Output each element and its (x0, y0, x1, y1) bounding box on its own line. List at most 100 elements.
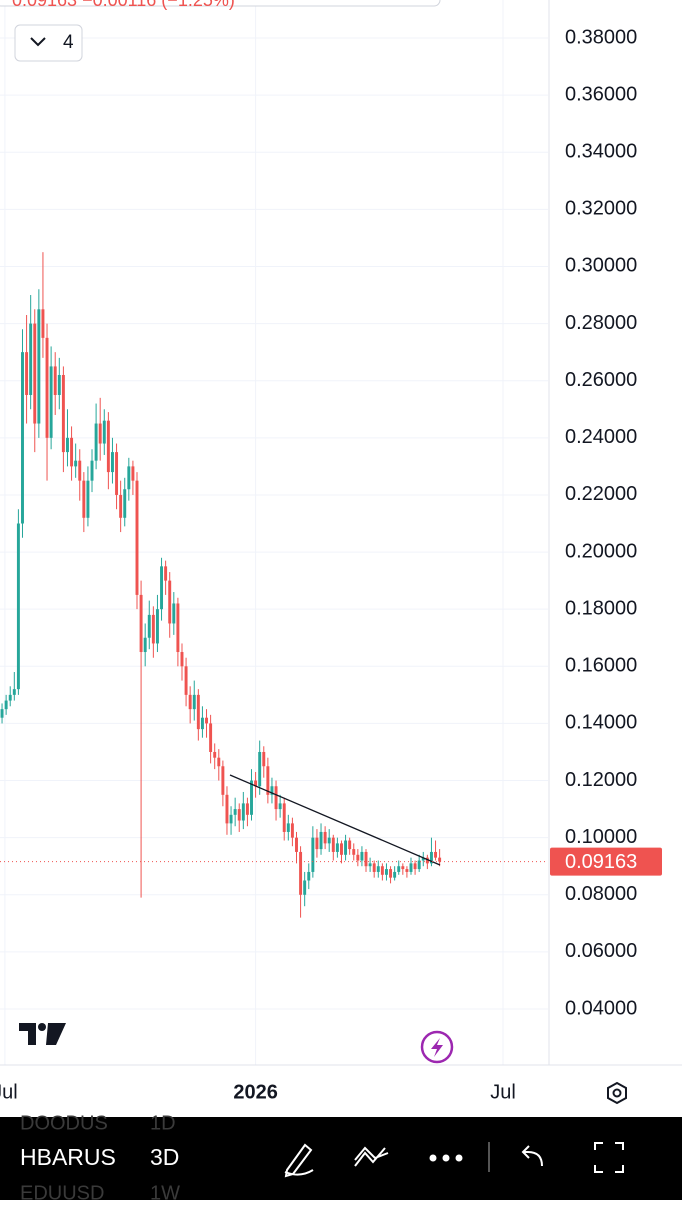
candle-body (323, 831, 327, 844)
candle-body (331, 837, 335, 852)
candle-body (180, 652, 184, 667)
prev-interval[interactable]: 1D (150, 1112, 176, 1134)
candle-body (29, 323, 33, 395)
last-price-label: 0.09163 (565, 851, 637, 873)
candle-body (127, 466, 131, 490)
y-tick-label: 0.06000 (565, 940, 637, 962)
candle-body (384, 869, 388, 875)
candle-body (61, 374, 65, 453)
candle-body (311, 837, 315, 872)
y-tick-label: 0.28000 (565, 312, 637, 334)
candle-body (123, 489, 127, 518)
y-tick-label: 0.32000 (565, 198, 637, 220)
y-tick-label: 0.12000 (565, 769, 637, 791)
candle-body (307, 871, 311, 881)
candle-body (425, 857, 429, 864)
candle-body (352, 849, 356, 855)
candle-body (286, 823, 290, 832)
y-tick-label: 0.04000 (565, 997, 637, 1019)
candle-body (151, 614, 155, 644)
candle-body (192, 694, 196, 710)
undo-button[interactable] (521, 1145, 543, 1167)
candle-body (110, 452, 114, 473)
candle-body (16, 523, 20, 690)
indicators-button[interactable] (354, 1146, 389, 1167)
x-tick-label: Jul (0, 1081, 18, 1103)
lightning-button[interactable] (420, 1030, 454, 1064)
candle-body (225, 794, 229, 824)
candle-body (78, 460, 82, 481)
candle-body (303, 880, 307, 895)
candle-body (389, 869, 393, 878)
y-tick-label: 0.26000 (565, 369, 637, 391)
candle-body (401, 866, 405, 870)
candle-body (102, 420, 106, 444)
candle-body (8, 694, 12, 701)
candle-body (213, 751, 217, 758)
candle-body (270, 786, 274, 795)
draw-button[interactable] (284, 1143, 314, 1178)
candle-body (278, 803, 282, 810)
candle-body (70, 437, 74, 467)
candle-body (131, 466, 135, 481)
header-price: 0.09163 −0.00116 (−1.25%) (12, 0, 235, 10)
candle-body (12, 689, 16, 695)
candle-body (74, 460, 78, 467)
candle-body (66, 437, 69, 453)
candle-body (356, 854, 360, 861)
candle-body (258, 751, 262, 787)
y-tick-label: 0.30000 (565, 255, 637, 277)
candle-body (409, 863, 413, 872)
candle-body (315, 837, 319, 850)
settings-button[interactable] (607, 1081, 627, 1105)
next-interval[interactable]: 1W (150, 1182, 180, 1204)
candles (0, 252, 442, 918)
grid (0, 0, 548, 1065)
prev-symbol[interactable]: DOODUS (20, 1112, 108, 1134)
candle-body (94, 423, 98, 461)
candle-body (434, 851, 438, 858)
candle-body (106, 420, 110, 473)
candle-body (221, 766, 225, 795)
last-price-box (550, 847, 662, 876)
candle-body (348, 840, 352, 850)
candle-body (155, 609, 159, 644)
trend-line (229, 774, 441, 866)
candle-body (372, 863, 376, 872)
candle-body (115, 452, 119, 495)
y-tick-label: 0.34000 (565, 141, 637, 163)
y-tick-label: 0.10000 (565, 826, 637, 848)
candle-body (380, 866, 384, 875)
candle-body (364, 851, 368, 867)
y-tick-label: 0.22000 (565, 483, 637, 505)
candle-body (176, 603, 180, 653)
candle-body (266, 766, 270, 795)
candle-body (49, 366, 53, 438)
fullscreen-button[interactable] (594, 1142, 624, 1173)
candle-body (160, 566, 164, 610)
candle-body (53, 366, 57, 395)
candle-body (237, 809, 241, 821)
symbol[interactable]: HBARUS (20, 1144, 116, 1170)
next-symbol[interactable]: EDUUSD (20, 1182, 104, 1204)
candle-body (344, 840, 348, 855)
interval[interactable]: 3D (150, 1144, 179, 1170)
y-tick-label: 0.18000 (565, 597, 637, 619)
y-tick-label: 0.38000 (565, 26, 637, 48)
candle-body (21, 352, 24, 524)
x-tick-label: Jul (490, 1081, 516, 1103)
candle-body (45, 337, 49, 438)
candle-body (200, 717, 204, 730)
candle-body (86, 480, 90, 518)
candle-body (290, 823, 294, 838)
candle-body (368, 863, 372, 867)
candle-body (205, 717, 208, 724)
header-panel (0, 0, 441, 7)
candle-body (376, 866, 380, 872)
candle-body (254, 780, 258, 787)
interval-button[interactable] (14, 24, 83, 62)
more-button[interactable] (429, 1154, 463, 1162)
candle-body (417, 860, 421, 870)
candle-body (245, 803, 249, 815)
